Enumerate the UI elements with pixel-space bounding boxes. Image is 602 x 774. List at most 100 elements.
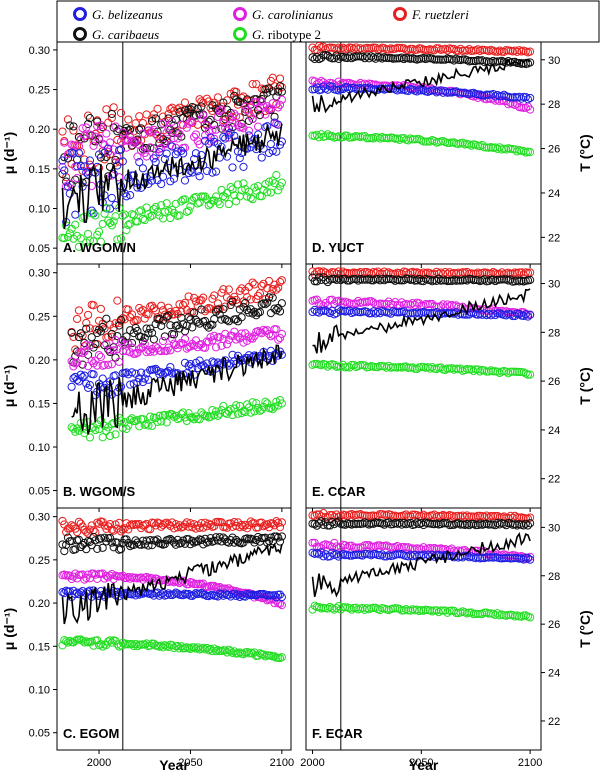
data-point-ruetzleri bbox=[449, 44, 459, 54]
data-point-carolinianus bbox=[149, 125, 158, 134]
data-point-ribotype2 bbox=[124, 421, 133, 430]
data-point-ribotype2 bbox=[239, 179, 248, 188]
data-point-ribotype2 bbox=[393, 134, 402, 143]
data-point-caribaeus bbox=[467, 519, 476, 529]
y-tick-label-right: 24 bbox=[548, 668, 560, 680]
data-point-belizeanus bbox=[60, 166, 69, 175]
data-point-belizeanus bbox=[233, 590, 243, 599]
data-point-ruetzleri bbox=[330, 44, 339, 53]
data-point-ruetzleri bbox=[526, 47, 535, 56]
data-point-ribotype2 bbox=[168, 410, 177, 419]
data-point-caribaeus bbox=[314, 519, 324, 528]
data-point-ribotype2 bbox=[465, 365, 474, 374]
data-point-carolinianus bbox=[319, 301, 328, 310]
data-point-ruetzleri bbox=[263, 284, 272, 293]
x-tick-label: 2050 bbox=[409, 757, 433, 769]
legend-box bbox=[56, 0, 600, 43]
y-tick-label-left: 0.25 bbox=[29, 85, 50, 97]
data-point-caribaeus bbox=[462, 519, 472, 529]
data-point-carolinianus bbox=[153, 132, 162, 141]
data-point-carolinianus bbox=[369, 298, 378, 307]
data-point-ribotype2 bbox=[512, 147, 522, 156]
data-point-carolinianus bbox=[328, 295, 337, 304]
data-point-belizeanus bbox=[224, 130, 233, 139]
panel-label: D. YUCT bbox=[312, 240, 364, 255]
data-point-ruetzleri bbox=[239, 522, 248, 531]
data-point-belizeanus bbox=[365, 309, 374, 318]
data-point-ruetzleri bbox=[526, 513, 535, 522]
data-point-belizeanus bbox=[136, 368, 146, 377]
data-point-ribotype2 bbox=[447, 364, 456, 373]
data-point-carolinianus bbox=[102, 571, 111, 580]
data-point-caribaeus bbox=[493, 519, 502, 528]
data-point-ribotype2 bbox=[328, 132, 337, 141]
data-point-carolinianus bbox=[144, 126, 153, 135]
data-point-ruetzleri bbox=[83, 310, 93, 320]
data-point-ruetzleri bbox=[515, 46, 524, 55]
data-point-caribaeus bbox=[224, 317, 233, 326]
y-tick-label-right: 28 bbox=[548, 99, 560, 111]
data-point-ruetzleri bbox=[310, 511, 319, 520]
data-point-belizeanus bbox=[489, 309, 498, 318]
data-point-carolinianus bbox=[199, 111, 208, 120]
data-point-caribaeus bbox=[116, 545, 126, 554]
data-point-ribotype2 bbox=[395, 135, 404, 145]
data-point-ribotype2 bbox=[215, 200, 224, 209]
data-point-belizeanus bbox=[89, 370, 98, 379]
data-point-belizeanus bbox=[208, 357, 217, 366]
data-point-ribotype2 bbox=[314, 603, 324, 612]
data-point-carolinianus bbox=[274, 103, 283, 112]
y-tick-label-right: 22 bbox=[548, 474, 560, 486]
data-point-caribaeus bbox=[506, 275, 515, 284]
data-point-carolinianus bbox=[277, 95, 286, 104]
data-point-ribotype2 bbox=[425, 364, 435, 373]
series-caribaeus bbox=[308, 273, 535, 287]
legend-label-plain-part: ribotype 2 bbox=[265, 27, 321, 42]
data-point-caribaeus bbox=[432, 276, 441, 286]
data-point-carolinianus bbox=[87, 181, 96, 191]
data-point-ribotype2 bbox=[224, 199, 233, 209]
data-point-ribotype2 bbox=[401, 605, 411, 614]
data-point-carolinianus bbox=[73, 358, 82, 367]
data-point-ribotype2 bbox=[232, 401, 241, 410]
data-point-ribotype2 bbox=[321, 132, 330, 141]
data-point-ribotype2 bbox=[456, 364, 465, 373]
data-point-ruetzleri bbox=[512, 47, 522, 56]
data-point-carolinianus bbox=[215, 582, 224, 592]
data-point-ruetzleri bbox=[275, 74, 285, 83]
data-point-ribotype2 bbox=[233, 409, 243, 418]
data-point-ruetzleri bbox=[325, 269, 335, 278]
data-point-caribaeus bbox=[412, 276, 422, 285]
data-point-caribaeus bbox=[230, 91, 239, 100]
data-point-carolinianus bbox=[102, 339, 111, 349]
y-tick-label-left: 0.20 bbox=[29, 355, 50, 367]
data-point-ribotype2 bbox=[179, 408, 188, 417]
data-point-ruetzleri bbox=[517, 268, 526, 277]
data-point-belizeanus bbox=[373, 85, 382, 95]
data-point-carolinianus bbox=[191, 130, 201, 139]
legend-marker-carolinianus bbox=[233, 7, 247, 21]
data-point-belizeanus bbox=[168, 142, 177, 151]
data-point-belizeanus bbox=[341, 83, 350, 92]
data-point-belizeanus bbox=[243, 144, 252, 153]
data-point-caribaeus bbox=[438, 55, 448, 64]
data-point-belizeanus bbox=[67, 382, 76, 391]
data-point-carolinianus bbox=[395, 544, 404, 553]
data-point-caribaeus bbox=[275, 307, 285, 316]
data-point-caribaeus bbox=[449, 56, 459, 65]
data-point-ribotype2 bbox=[325, 602, 335, 612]
data-point-ribotype2 bbox=[430, 136, 439, 146]
data-point-ribotype2 bbox=[347, 605, 356, 614]
data-point-caribaeus bbox=[375, 276, 385, 285]
data-point-caribaeus bbox=[151, 114, 160, 123]
data-point-ruetzleri bbox=[408, 44, 417, 53]
data-point-belizeanus bbox=[428, 550, 437, 560]
data-point-ribotype2 bbox=[475, 367, 485, 376]
data-point-carolinianus bbox=[213, 112, 222, 122]
data-point-caribaeus bbox=[510, 520, 519, 529]
data-point-ribotype2 bbox=[395, 604, 404, 614]
data-point-carolinianus bbox=[109, 145, 118, 154]
data-point-ruetzleri bbox=[248, 80, 257, 89]
data-point-ribotype2 bbox=[158, 643, 168, 652]
